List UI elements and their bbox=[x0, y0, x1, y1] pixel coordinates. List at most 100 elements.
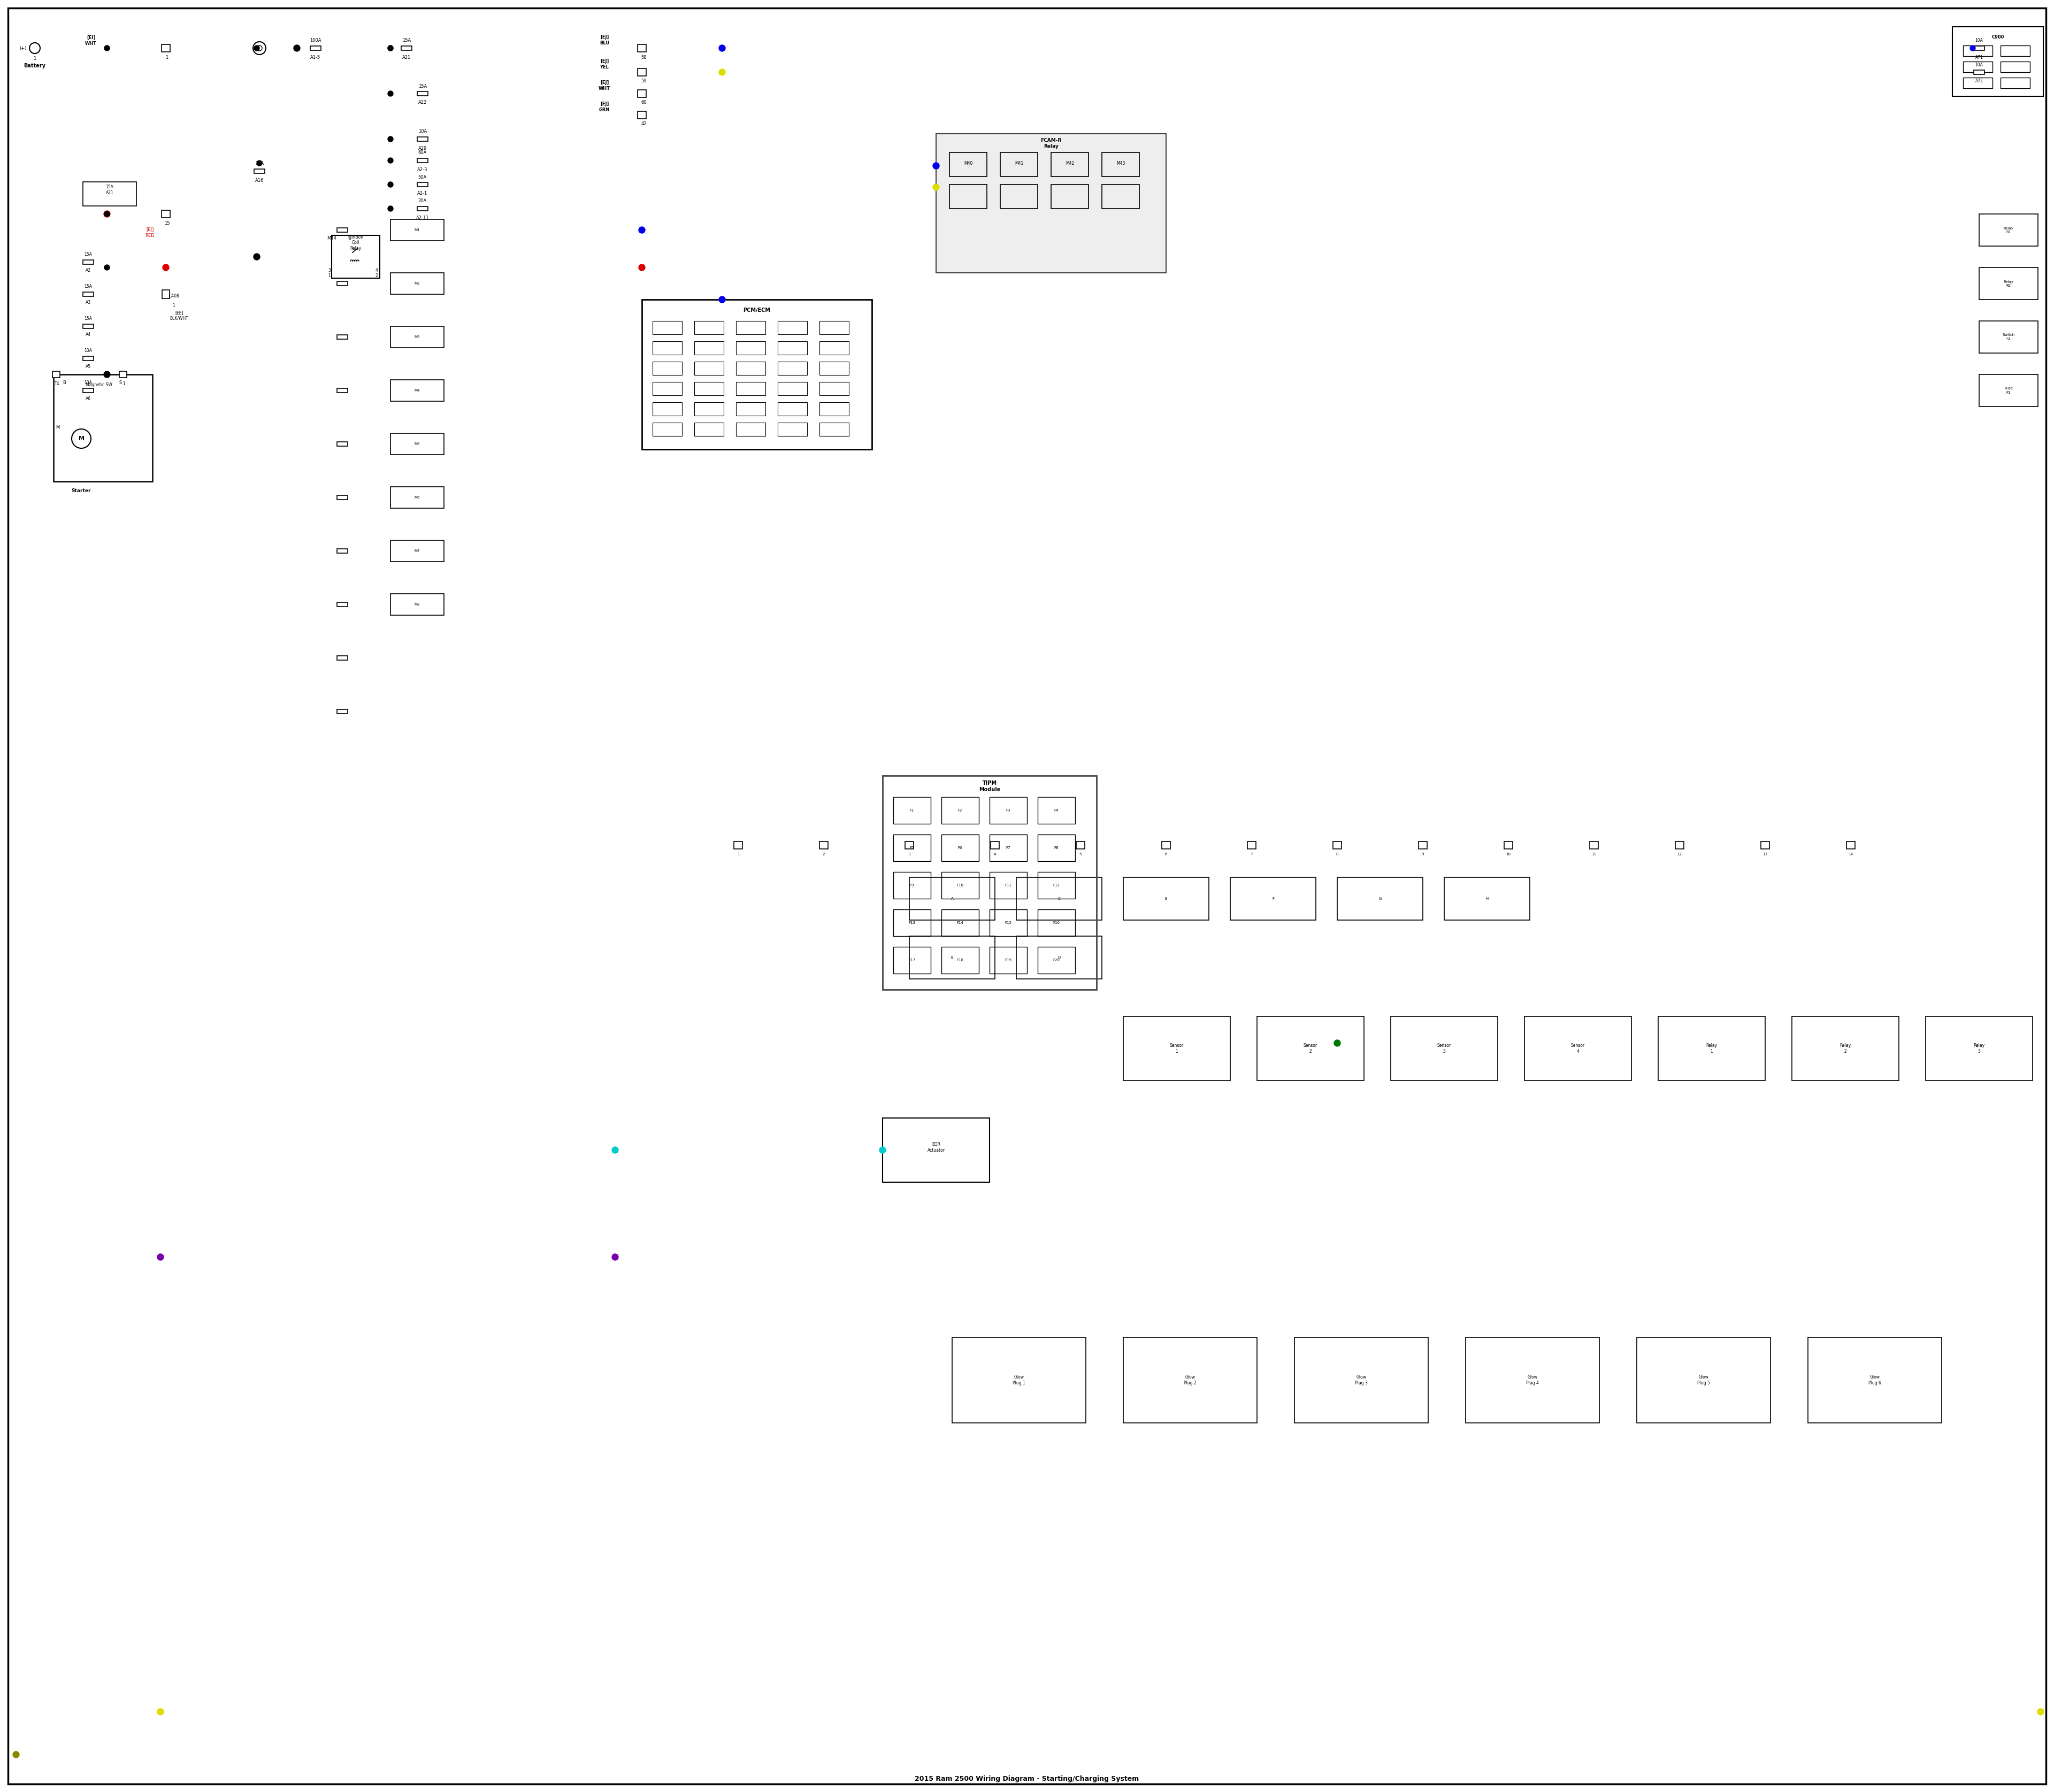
Bar bbox=[778, 401, 807, 416]
Text: M6: M6 bbox=[415, 496, 419, 500]
Text: 4: 4 bbox=[994, 853, 996, 857]
Bar bbox=[941, 909, 980, 935]
Bar bbox=[990, 873, 1027, 898]
Circle shape bbox=[388, 136, 392, 142]
Text: Glow
Plug 2: Glow Plug 2 bbox=[1183, 1374, 1197, 1385]
Text: A72: A72 bbox=[1976, 79, 1982, 84]
Text: 13: 13 bbox=[1762, 853, 1768, 857]
Bar bbox=[653, 382, 682, 396]
Bar bbox=[1076, 842, 1085, 849]
Text: A3: A3 bbox=[86, 301, 90, 305]
Text: Relay
1: Relay 1 bbox=[1707, 1043, 1717, 1054]
Text: A29: A29 bbox=[419, 145, 427, 151]
Text: Glow
Plug 3: Glow Plug 3 bbox=[1356, 1374, 1368, 1385]
Text: FCAM-R
Relay: FCAM-R Relay bbox=[1041, 138, 1062, 149]
Bar bbox=[337, 602, 347, 607]
Circle shape bbox=[388, 206, 392, 211]
Text: F3: F3 bbox=[1006, 808, 1011, 812]
Text: F4: F4 bbox=[1054, 808, 1058, 812]
Bar bbox=[1391, 1016, 1497, 1081]
Bar bbox=[778, 340, 807, 355]
Text: M1: M1 bbox=[415, 228, 419, 231]
Text: 9: 9 bbox=[1421, 853, 1423, 857]
Bar bbox=[162, 290, 170, 299]
Bar bbox=[417, 206, 427, 211]
Text: [EJ]
RED: [EJ] RED bbox=[146, 228, 154, 238]
Text: A: A bbox=[951, 898, 953, 900]
Text: (+): (+) bbox=[18, 47, 27, 50]
Text: Magnetic SW: Magnetic SW bbox=[86, 383, 113, 387]
Bar bbox=[653, 321, 682, 335]
Bar bbox=[778, 321, 807, 335]
Bar bbox=[1124, 1337, 1257, 1423]
Text: M41: M41 bbox=[1015, 161, 1023, 165]
Text: 10: 10 bbox=[1506, 853, 1512, 857]
Bar bbox=[337, 335, 347, 339]
Text: E: E bbox=[1165, 898, 1167, 900]
Text: 2: 2 bbox=[376, 272, 378, 278]
Text: M8: M8 bbox=[415, 602, 419, 606]
Bar bbox=[390, 593, 444, 615]
Bar bbox=[1017, 935, 1101, 978]
Bar bbox=[637, 111, 647, 118]
Bar bbox=[820, 362, 848, 375]
Bar bbox=[949, 185, 986, 208]
Text: Sensor
1: Sensor 1 bbox=[1171, 1043, 1183, 1054]
Text: 14: 14 bbox=[1849, 853, 1853, 857]
Text: Glow
Plug 6: Glow Plug 6 bbox=[1869, 1374, 1881, 1385]
Bar bbox=[1037, 946, 1074, 973]
Bar bbox=[1101, 185, 1140, 208]
Text: 1: 1 bbox=[33, 56, 37, 61]
Bar bbox=[2001, 61, 2029, 72]
Bar bbox=[990, 835, 1027, 862]
Text: 60A: 60A bbox=[419, 151, 427, 156]
Circle shape bbox=[1970, 45, 1976, 50]
Text: A2-3: A2-3 bbox=[417, 167, 427, 172]
Text: Relay
R1: Relay R1 bbox=[2003, 226, 2013, 233]
Text: A4: A4 bbox=[86, 333, 90, 337]
Text: 1: 1 bbox=[737, 853, 739, 857]
Text: 10A: 10A bbox=[1976, 38, 1982, 43]
Text: Glow
Plug 1: Glow Plug 1 bbox=[1013, 1374, 1025, 1385]
Bar bbox=[1163, 842, 1171, 849]
Text: F9: F9 bbox=[910, 883, 914, 887]
Text: 15A: 15A bbox=[84, 317, 92, 321]
Text: 42: 42 bbox=[641, 122, 647, 127]
Bar bbox=[1000, 185, 1037, 208]
Bar bbox=[1791, 1016, 1898, 1081]
Text: 10A: 10A bbox=[419, 129, 427, 134]
Text: M: M bbox=[55, 425, 60, 430]
Text: 8: 8 bbox=[1335, 853, 1339, 857]
Circle shape bbox=[879, 1147, 885, 1154]
Text: 15A: 15A bbox=[84, 253, 92, 256]
Text: F11: F11 bbox=[1004, 883, 1013, 887]
Bar bbox=[1017, 878, 1101, 919]
Bar bbox=[1337, 878, 1423, 919]
Bar bbox=[778, 362, 807, 375]
Circle shape bbox=[72, 428, 90, 448]
Text: [EE]
BLK/WHT: [EE] BLK/WHT bbox=[170, 310, 189, 321]
Text: M2: M2 bbox=[415, 281, 419, 285]
Bar bbox=[883, 1118, 990, 1183]
Bar bbox=[82, 324, 94, 328]
Bar bbox=[694, 340, 723, 355]
Bar bbox=[1760, 842, 1768, 849]
Text: F20: F20 bbox=[1054, 959, 1060, 962]
Circle shape bbox=[719, 45, 725, 52]
Bar bbox=[1333, 842, 1341, 849]
Text: 100A: 100A bbox=[310, 38, 320, 43]
Bar bbox=[82, 357, 94, 360]
Bar bbox=[1247, 842, 1255, 849]
Text: F5: F5 bbox=[910, 846, 914, 849]
Bar bbox=[1974, 47, 1984, 50]
Bar bbox=[910, 935, 994, 978]
Text: 10A: 10A bbox=[1976, 63, 1982, 66]
Text: Relay
2: Relay 2 bbox=[1840, 1043, 1851, 1054]
Circle shape bbox=[612, 1147, 618, 1154]
Bar bbox=[1964, 45, 1992, 56]
Bar bbox=[1974, 70, 1984, 73]
Circle shape bbox=[933, 163, 939, 168]
Bar bbox=[893, 797, 930, 824]
Bar bbox=[735, 382, 766, 396]
Bar bbox=[337, 228, 347, 233]
